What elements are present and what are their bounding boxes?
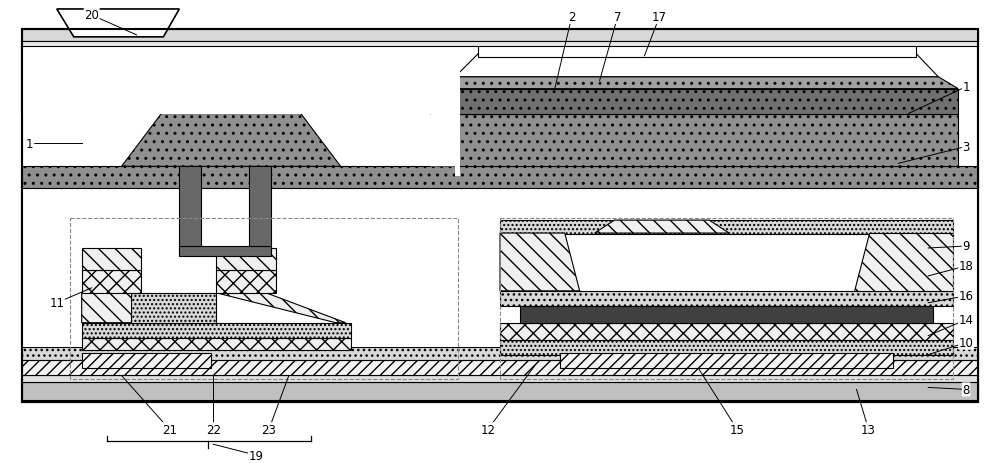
Polygon shape — [57, 10, 179, 38]
Polygon shape — [854, 233, 953, 291]
Text: 19: 19 — [248, 449, 263, 462]
Bar — [249, 167, 271, 251]
Text: 9: 9 — [962, 240, 970, 253]
Bar — [22, 30, 978, 402]
Bar — [22, 30, 978, 402]
Bar — [455, 30, 460, 177]
Polygon shape — [82, 249, 141, 270]
Bar — [22, 360, 978, 375]
Text: 2: 2 — [568, 12, 575, 25]
Polygon shape — [122, 114, 341, 167]
Text: 23: 23 — [262, 423, 276, 436]
Bar — [179, 167, 201, 251]
Bar — [82, 323, 351, 338]
Text: 21: 21 — [162, 423, 177, 436]
Text: 10: 10 — [959, 337, 974, 350]
Text: 1: 1 — [962, 81, 970, 94]
Bar — [82, 353, 211, 369]
Text: 15: 15 — [730, 423, 744, 436]
Text: 3: 3 — [962, 141, 970, 154]
Bar — [500, 219, 953, 380]
Polygon shape — [82, 293, 139, 323]
Polygon shape — [430, 100, 510, 114]
Bar — [520, 306, 933, 323]
Polygon shape — [595, 221, 729, 233]
Text: 14: 14 — [959, 313, 974, 326]
Text: 18: 18 — [959, 260, 974, 273]
Polygon shape — [500, 233, 580, 291]
Bar — [22, 42, 978, 47]
Bar — [500, 340, 953, 355]
Bar — [22, 347, 978, 360]
Text: 22: 22 — [206, 423, 221, 436]
Bar — [82, 270, 141, 293]
Polygon shape — [430, 30, 455, 167]
Polygon shape — [430, 77, 958, 89]
Bar — [560, 353, 893, 369]
Bar — [70, 219, 458, 380]
Text: 1: 1 — [26, 138, 34, 150]
Text: 12: 12 — [481, 423, 496, 436]
Text: 8: 8 — [962, 383, 970, 396]
Polygon shape — [216, 293, 346, 323]
Text: 11: 11 — [49, 297, 64, 310]
Polygon shape — [430, 89, 958, 114]
Bar — [22, 47, 460, 114]
Text: 13: 13 — [861, 423, 876, 436]
Polygon shape — [455, 114, 958, 167]
Text: 20: 20 — [84, 9, 99, 22]
Bar — [22, 167, 978, 189]
Bar — [22, 174, 470, 343]
Polygon shape — [455, 55, 938, 77]
Bar — [500, 291, 953, 306]
Bar — [22, 30, 978, 42]
Text: 16: 16 — [959, 290, 974, 303]
Bar — [478, 38, 916, 57]
Bar — [22, 375, 978, 382]
Bar — [500, 323, 953, 340]
Bar — [500, 221, 953, 235]
Polygon shape — [216, 249, 276, 270]
Bar — [22, 174, 978, 347]
Bar — [131, 293, 216, 323]
Bar — [22, 382, 978, 400]
Bar — [179, 246, 271, 257]
Bar — [82, 338, 351, 350]
Bar — [216, 270, 276, 293]
Text: 7: 7 — [614, 12, 621, 25]
Text: 17: 17 — [652, 12, 667, 25]
